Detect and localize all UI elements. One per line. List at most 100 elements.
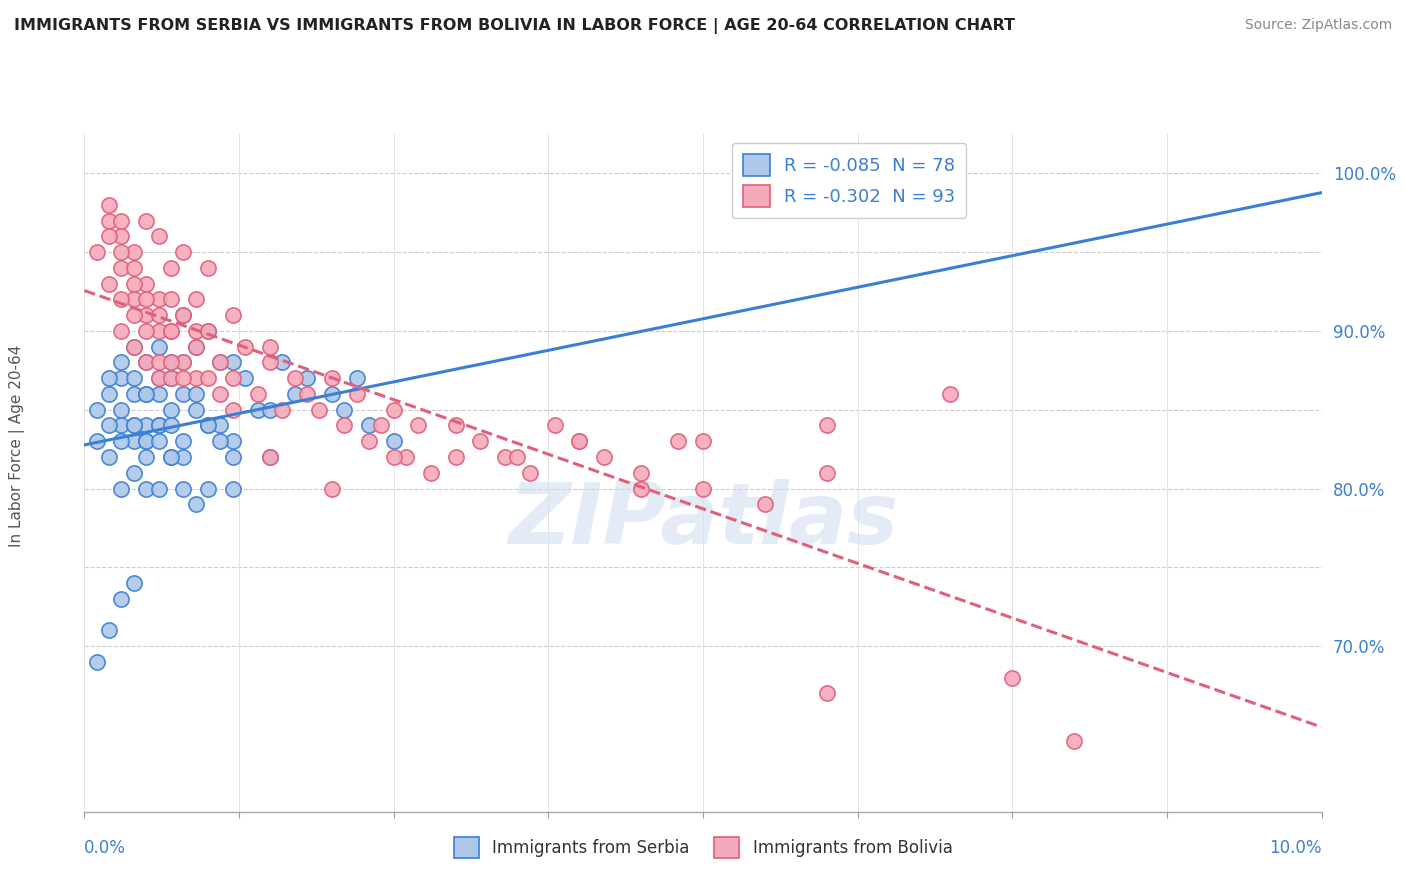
Point: [259, 355, 281, 369]
Point: [110, 260, 132, 275]
Point: [148, 434, 170, 449]
Point: [148, 387, 170, 401]
Point: [172, 434, 194, 449]
Point: [135, 387, 157, 401]
Point: [222, 371, 245, 385]
Point: [98, 213, 121, 227]
Point: [160, 324, 183, 338]
Point: [184, 340, 207, 354]
Point: [122, 260, 145, 275]
Point: [98, 198, 121, 212]
Point: [333, 418, 356, 433]
Point: [122, 371, 145, 385]
Point: [209, 355, 232, 369]
Point: [295, 387, 318, 401]
Point: [754, 497, 776, 511]
Point: [172, 308, 194, 322]
Point: [135, 387, 157, 401]
Point: [271, 355, 294, 369]
Point: [357, 434, 380, 449]
Point: [172, 387, 194, 401]
Point: [295, 371, 318, 385]
Point: [135, 434, 157, 449]
Point: [160, 355, 183, 369]
Point: [321, 371, 343, 385]
Point: [184, 402, 207, 417]
Legend: Immigrants from Serbia, Immigrants from Bolivia: Immigrants from Serbia, Immigrants from …: [447, 830, 959, 864]
Point: [259, 340, 281, 354]
Point: [110, 434, 132, 449]
Point: [1001, 671, 1024, 685]
Point: [222, 308, 245, 322]
Point: [172, 450, 194, 464]
Point: [135, 355, 157, 369]
Point: [160, 418, 183, 433]
Point: [444, 450, 467, 464]
Point: [408, 418, 430, 433]
Point: [209, 355, 232, 369]
Point: [184, 340, 207, 354]
Point: [135, 355, 157, 369]
Point: [246, 387, 269, 401]
Point: [197, 482, 219, 496]
Point: [98, 387, 121, 401]
Point: [346, 371, 368, 385]
Point: [160, 371, 183, 385]
Point: [148, 293, 170, 307]
Point: [148, 371, 170, 385]
Point: [160, 371, 183, 385]
Point: [148, 371, 170, 385]
Point: [692, 434, 714, 449]
Point: [222, 402, 245, 417]
Point: [148, 355, 170, 369]
Point: [110, 213, 132, 227]
Point: [135, 434, 157, 449]
Point: [122, 434, 145, 449]
Point: [370, 418, 392, 433]
Point: [160, 324, 183, 338]
Point: [939, 387, 962, 401]
Point: [122, 466, 145, 480]
Point: [543, 418, 565, 433]
Point: [110, 402, 132, 417]
Text: 0.0%: 0.0%: [84, 838, 127, 857]
Text: ZIPatlas: ZIPatlas: [508, 479, 898, 562]
Point: [110, 482, 132, 496]
Point: [382, 402, 405, 417]
Point: [122, 418, 145, 433]
Point: [172, 371, 194, 385]
Point: [86, 434, 108, 449]
Point: [110, 293, 132, 307]
Point: [110, 371, 132, 385]
Point: [184, 497, 207, 511]
Point: [148, 308, 170, 322]
Point: [98, 450, 121, 464]
Point: [470, 434, 492, 449]
Point: [233, 371, 256, 385]
Point: [135, 213, 157, 227]
Point: [692, 482, 714, 496]
Point: [160, 293, 183, 307]
Point: [135, 418, 157, 433]
Point: [160, 402, 183, 417]
Point: [197, 260, 219, 275]
Point: [233, 340, 256, 354]
Point: [135, 482, 157, 496]
Point: [160, 450, 183, 464]
Point: [321, 482, 343, 496]
Point: [593, 450, 616, 464]
Point: [160, 260, 183, 275]
Point: [160, 450, 183, 464]
Point: [630, 466, 652, 480]
Point: [122, 308, 145, 322]
Point: [197, 418, 219, 433]
Point: [110, 324, 132, 338]
Point: [246, 402, 269, 417]
Point: [382, 434, 405, 449]
Point: [1063, 733, 1085, 747]
Point: [346, 387, 368, 401]
Point: [110, 245, 132, 260]
Point: [110, 355, 132, 369]
Point: [122, 277, 145, 291]
Point: [135, 324, 157, 338]
